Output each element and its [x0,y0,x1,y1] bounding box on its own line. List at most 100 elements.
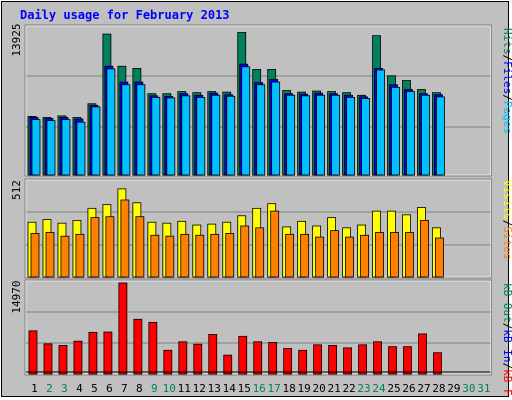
legend-files: Files [501,61,512,94]
pages-bar [121,84,131,176]
pages-bar [181,95,191,176]
kbf-bar [358,344,367,375]
day-label: 1 [31,382,38,395]
pages-bar [211,94,221,176]
pages-bar [406,91,415,176]
kbf-bar [208,334,218,375]
sites-bar [165,235,175,278]
panel-border [24,279,492,376]
kbf-bar [73,340,83,375]
pages-bar [271,81,281,176]
sites-bar [90,217,100,278]
sites-bar [60,235,70,278]
panel-border [24,178,492,279]
kbf-bar [28,330,38,375]
sites-bar [105,216,115,278]
pages-bar [226,95,236,176]
sites-bar [75,233,85,278]
day-label: 21 [327,382,340,395]
pages-bar [166,97,176,176]
svg-text:kB Out/kB In/kB F: kB Out/kB In/kB F [501,283,512,396]
ymax-label-visits: 512 [10,180,23,200]
sites-bar [180,233,190,278]
legend-sep-3: / [501,220,512,227]
legend-visits: Visits [501,180,512,220]
day-label: 26 [402,382,415,395]
kbf-bar [298,349,308,375]
legend-sep-5: / [501,363,512,370]
day-label: 20 [312,382,325,395]
svg-text:Visits/Sites: Visits/Sites [501,180,512,260]
sites-bar [30,232,40,278]
day-label: 6 [106,382,113,395]
pages-bar [106,68,116,176]
day-label: 29 [447,382,460,395]
sites-bar [345,236,354,278]
day-label: 14 [223,382,237,395]
kbf-bar [133,318,143,375]
day-label: 22 [342,382,355,395]
kbf-bar [253,341,263,375]
day-label: 9 [151,382,158,395]
pages-bar [316,94,326,176]
pages-bar [61,119,71,176]
pages-bar [361,98,370,176]
day-label: 17 [268,382,281,395]
pages-bar [151,97,161,176]
sites-bar [150,234,160,278]
kbf-bar [88,331,98,375]
day-label: 25 [387,382,400,395]
kbf-bar [403,346,412,375]
sites-bar [330,230,340,278]
kbf-bar [193,343,203,375]
day-label: 15 [238,382,251,395]
sites-bar [120,199,130,278]
kbf-bar [103,331,113,375]
kbf-bar [163,349,173,375]
pages-bar [136,84,146,176]
pages-bar [31,119,41,176]
sites-bar [435,237,444,278]
kbf-bar [148,321,158,375]
kbf-bar [418,333,427,375]
day-label: 11 [178,382,191,395]
kbf-bar [58,345,68,375]
kbf-bar [283,348,293,375]
legend-sites: Sites [501,226,512,259]
pages-bar [196,97,206,176]
sites-bar [405,232,414,278]
ymax-label-hits: 13925 [10,23,23,56]
day-label: 4 [76,382,83,395]
sites-bar [135,216,145,278]
pages-bar [286,94,296,176]
legend-kbf: kB F [501,369,512,396]
day-label: 13 [208,382,221,395]
day-label: 16 [253,382,266,395]
svg-text:Hits/Files/Pages: Hits/Files/Pages [501,28,512,134]
kbf-bar [178,341,188,375]
sites-bar [300,233,310,278]
sites-bar [315,236,325,278]
pages-bar [346,97,355,176]
day-label: 19 [298,382,311,395]
sites-bar [45,232,55,278]
sites-bar [195,234,205,278]
sites-bar [420,220,429,278]
day-label: 12 [193,382,206,395]
day-label: 2 [46,382,53,395]
day-label: 31 [477,382,490,395]
day-label: 23 [357,382,370,395]
day-label: 24 [372,382,386,395]
kbf-bar [223,354,233,375]
sites-bar [360,234,369,278]
kbf-bar [328,345,338,375]
day-label: 3 [61,382,68,395]
sites-bar [255,227,265,278]
day-label: 7 [121,382,128,395]
sites-bar [285,233,295,278]
day-label: 18 [283,382,296,395]
pages-bar [76,121,86,176]
kbf-bar [118,282,128,375]
